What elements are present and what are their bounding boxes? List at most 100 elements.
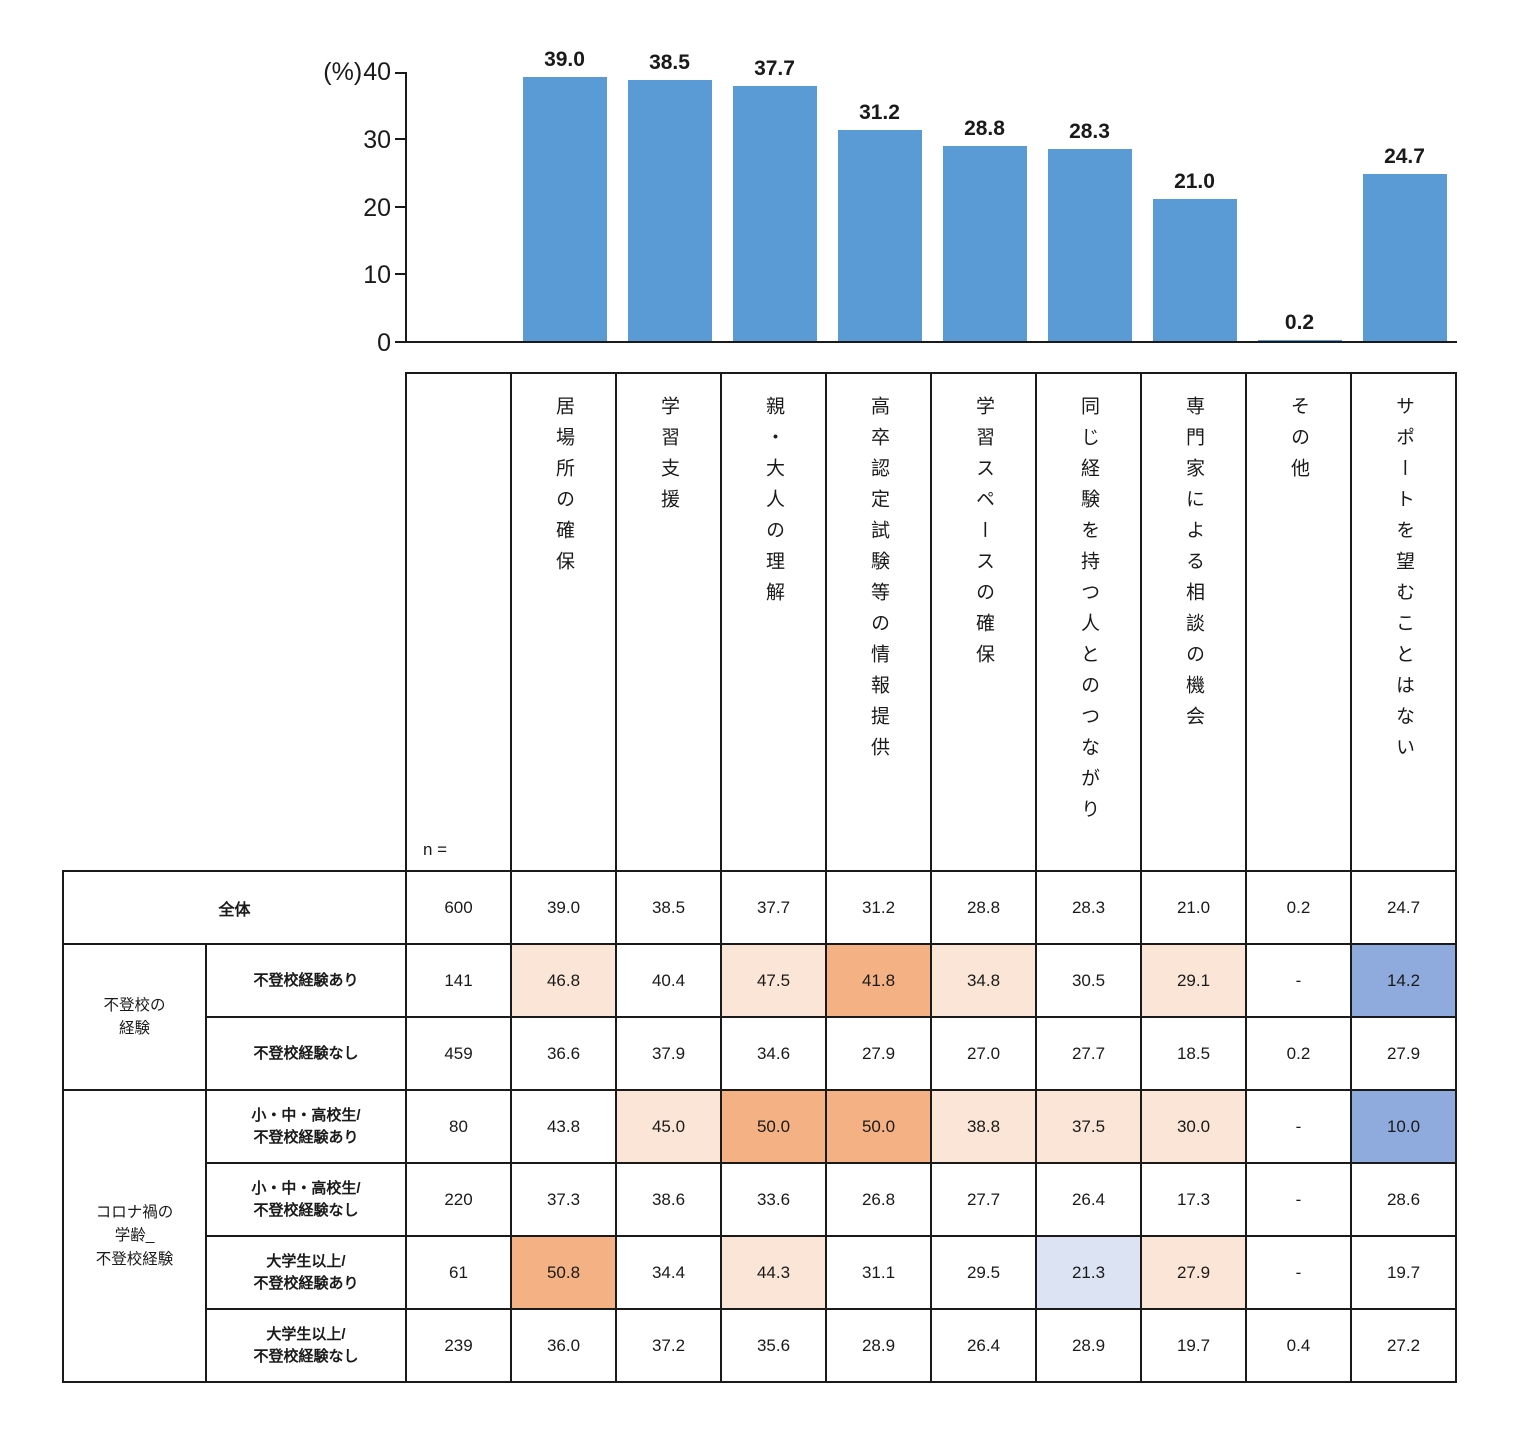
value-cell: 10.0	[1350, 1089, 1457, 1164]
y-tick-label: 30	[363, 125, 391, 154]
column-header: 同じ経験を持つ人とのつながり	[1035, 372, 1142, 872]
row-label-total: 全体	[62, 870, 407, 945]
bar-slot: 0.2	[1247, 311, 1352, 341]
row-group-label: コロナ禍の 学齢_ 不登校経験	[62, 1089, 207, 1383]
value-cell: 40.4	[615, 943, 722, 1018]
value-cell: 18.5	[1140, 1016, 1247, 1091]
n-value: 600	[405, 870, 512, 945]
bar-value-label: 38.5	[649, 51, 690, 75]
value-cell: 0.4	[1245, 1308, 1352, 1383]
row-label: 小・中・高校生/ 不登校経験なし	[205, 1162, 407, 1237]
value-cell: 33.6	[720, 1162, 827, 1237]
value-cell: -	[1245, 943, 1352, 1018]
y-tick-label: 0	[377, 329, 391, 357]
value-cell: 34.8	[930, 943, 1037, 1018]
column-header: 学習支援	[615, 372, 722, 872]
n-value: 239	[405, 1308, 512, 1383]
column-header-text: 学習支援	[658, 396, 679, 520]
column-header-text: 学習スペースの確保	[973, 396, 994, 675]
row-label: 不登校経験あり	[205, 943, 407, 1018]
bar-slot: 37.7	[722, 57, 827, 341]
bar	[1152, 198, 1237, 341]
bar	[1362, 173, 1447, 341]
value-cell: 28.9	[825, 1308, 932, 1383]
row-label: 小・中・高校生/ 不登校経験あり	[205, 1089, 407, 1164]
value-cell: 43.8	[510, 1089, 617, 1164]
value-cell: 37.3	[510, 1162, 617, 1237]
n-value: 220	[405, 1162, 512, 1237]
value-cell: 30.0	[1140, 1089, 1247, 1164]
y-tick-label: (%)40	[323, 58, 391, 86]
value-cell: 26.8	[825, 1162, 932, 1237]
chart-plot: 39.0 38.5 37.7 31.2 28.8 28.3 21.0 0.2 24.7	[395, 48, 1457, 343]
table-body: 全体 600 39.0 38.5 37.7 31.2 28.8 28.3 21.0 0.2 24.7…	[62, 870, 1457, 1383]
column-header: 学習スペースの確保	[930, 372, 1037, 872]
value-cell: 27.9	[1140, 1235, 1247, 1310]
row-label: 大学生以上/ 不登校経験あり	[205, 1235, 407, 1310]
value-cell: -	[1245, 1089, 1352, 1164]
value-cell: 24.7	[1350, 870, 1457, 945]
column-header-text: サポートを望むことはない	[1393, 396, 1414, 768]
y-axis-tick	[395, 72, 405, 74]
column-header-text: 居場所の確保	[553, 396, 574, 582]
value-cell: 19.7	[1140, 1308, 1247, 1383]
y-axis-unit: (%)	[323, 58, 363, 86]
column-header: その他	[1245, 372, 1352, 872]
y-axis-tick	[395, 341, 405, 343]
value-cell: 44.3	[720, 1235, 827, 1310]
column-header-text: 親・大人の理解	[763, 396, 784, 613]
value-cell: 45.0	[615, 1089, 722, 1164]
y-axis-tick	[395, 273, 405, 276]
value-cell: 28.8	[930, 870, 1037, 945]
n-header-cell: n =	[405, 372, 512, 872]
column-header: 親・大人の理解	[720, 372, 827, 872]
y-tick-label: 20	[363, 193, 391, 222]
value-cell: 36.6	[510, 1016, 617, 1091]
value-cell: 29.5	[930, 1235, 1037, 1310]
value-cell: 28.9	[1035, 1308, 1142, 1383]
value-cell: 34.6	[720, 1016, 827, 1091]
table-row: 不登校経験なし 459 36.6 37.9 34.6 27.9 27.0 27.7 18.5 0.…	[63, 1016, 1457, 1091]
value-cell: 37.9	[615, 1016, 722, 1091]
bar-value-label: 31.2	[859, 100, 900, 124]
bar-slot: 28.3	[1037, 120, 1142, 341]
bar-value-label: 24.7	[1384, 144, 1425, 168]
table-row: 小・中・高校生/ 不登校経験なし 220 37.3 38.6 33.6 26.8 27.7 2…	[63, 1162, 1457, 1237]
bar-slot: 28.8	[932, 117, 1037, 341]
bar-chart: 0 10 20 30 (%)40 39.0 38.5 37.7 31.2 28.8 28.3 21.…	[0, 0, 1524, 372]
value-cell: 27.7	[1035, 1016, 1142, 1091]
value-cell: 19.7	[1350, 1235, 1457, 1310]
column-header-text: 同じ経験を持つ人とのつながり	[1078, 396, 1099, 830]
column-header-text: その他	[1288, 396, 1309, 489]
value-cell: -	[1245, 1235, 1352, 1310]
column-header-text: 専門家による相談の機会	[1183, 396, 1204, 737]
column-header-text: 高卒認定試験等の情報提供	[868, 396, 889, 768]
value-cell: 27.7	[930, 1162, 1037, 1237]
value-cell: 34.4	[615, 1235, 722, 1310]
column-header: 専門家による相談の機会	[1140, 372, 1247, 872]
bar-slot: 39.0	[512, 48, 617, 341]
bar	[627, 80, 712, 341]
value-cell: 21.3	[1035, 1235, 1142, 1310]
row-label: 不登校経験なし	[205, 1016, 407, 1091]
table-row: コロナ禍の 学齢_ 不登校経験 小・中・高校生/ 不登校経験あり 80 43.8 45.…	[62, 1089, 1457, 1383]
value-cell: 47.5	[720, 943, 827, 1018]
header-spacer	[63, 373, 406, 871]
bar-value-label: 0.2	[1284, 310, 1315, 334]
table-row: 大学生以上/ 不登校経験なし 239 36.0 37.2 35.6 28.9 26.4 28.…	[63, 1308, 1457, 1383]
n-value: 459	[405, 1016, 512, 1091]
value-cell: 37.7	[720, 870, 827, 945]
column-header: サポートを望むことはない	[1350, 372, 1457, 872]
value-cell: 27.9	[1350, 1016, 1457, 1091]
value-cell: 50.0	[720, 1089, 827, 1164]
header-row: n = 居場所の確保 学習支援 親・大人の理解 高卒認定試験等の情報提供 学習スペースの…	[63, 372, 1457, 872]
bar	[1257, 339, 1342, 341]
value-cell: 50.0	[825, 1089, 932, 1164]
data-table-wrapper: n = 居場所の確保 学習支援 親・大人の理解 高卒認定試験等の情報提供 学習スペースの…	[62, 372, 1457, 1383]
value-cell: 38.6	[615, 1162, 722, 1237]
value-cell: 14.2	[1350, 943, 1457, 1018]
value-cell: 38.8	[930, 1089, 1037, 1164]
n-label: n =	[423, 840, 448, 859]
value-cell: 31.1	[825, 1235, 932, 1310]
bar-slot: 31.2	[827, 101, 932, 341]
